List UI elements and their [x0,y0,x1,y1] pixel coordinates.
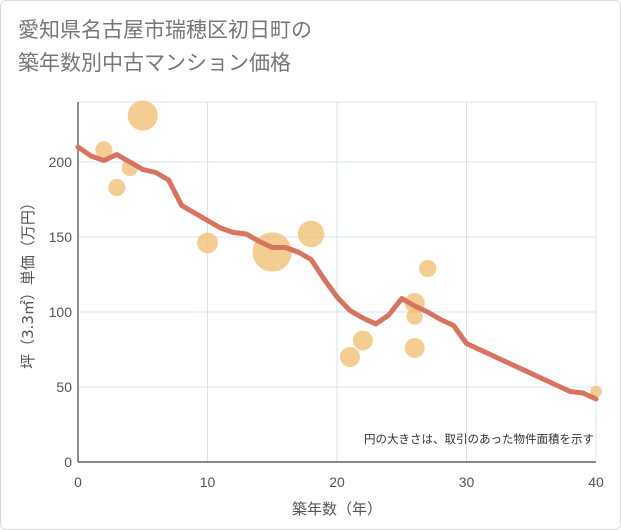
grid-lines [78,101,597,462]
bubble-point [108,178,126,197]
x-tick-label: 0 [74,474,82,490]
bubble-point [297,220,325,248]
y-tick-label: 50 [56,379,72,395]
axes [77,102,596,463]
y-tick-label: 0 [64,454,72,470]
x-tick-label: 30 [459,474,475,490]
bubble-point [127,100,158,131]
y-tick-label: 150 [49,229,73,245]
y-tick-label: 200 [49,154,73,170]
chart-title-line-1: 愛知県名古屋市瑞穂区初日町の [18,18,312,42]
bubble-series [95,100,602,398]
bubble-point [406,308,423,325]
chart-title: 愛知県名古屋市瑞穂区初日町の 築年数別中古マンション価格 [18,14,578,80]
bubble-point [404,338,425,358]
trend-line [75,144,599,402]
bubble-point [95,141,113,159]
x-tick-label: 40 [588,474,604,490]
y-tick-label: 100 [49,304,73,320]
chart-title-line-2: 築年数別中古マンション価格 [18,51,291,75]
bubble-point [339,347,360,367]
x-tick-label: 10 [200,474,216,490]
bubble-point [197,232,218,254]
x-tick-label: 20 [329,474,345,490]
trend-series [75,144,599,402]
size-legend-note: 円の大きさは、取引のあった物件面積を示す [364,432,594,446]
bubble-point [590,385,602,398]
tick-labels: 0 10 20 30 40 0 50 100 150 200 [49,154,604,490]
y-axis-label: 坪（3.3㎡）単価（万円） [19,195,37,369]
bubble-point [352,330,373,351]
x-axis-label: 築年数（年） [292,500,382,518]
bubble-point [419,259,437,278]
